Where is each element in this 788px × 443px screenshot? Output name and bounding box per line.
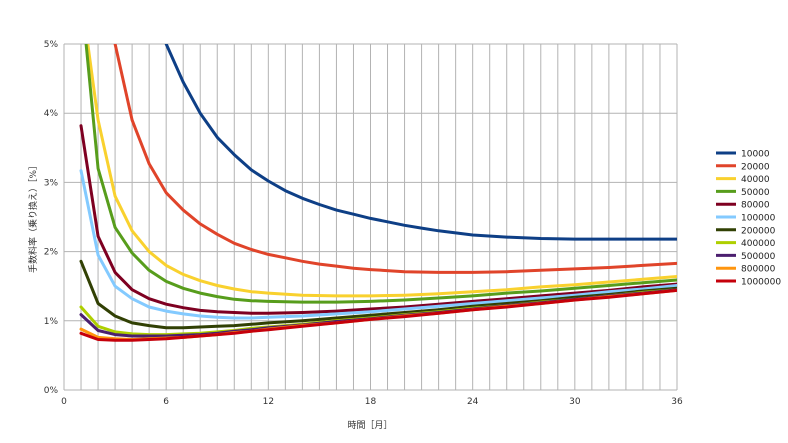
legend-label-400000: 400000 [741, 239, 776, 249]
series-line-40000 [86, 44, 677, 298]
series-line-80000 [79, 124, 677, 315]
x-tick-label: 36 [671, 397, 683, 407]
series-line-50000 [84, 44, 677, 304]
legend-label-10000: 10000 [741, 150, 770, 160]
series-line-20000 [113, 44, 677, 274]
series-lines [79, 44, 677, 342]
y-tick-label: 1% [44, 317, 59, 327]
legend-label-100000: 100000 [741, 214, 776, 224]
y-axis-label: 手数料率（乗り換え）［%］ [27, 161, 39, 273]
x-tick-label: 18 [365, 397, 377, 407]
axes [63, 44, 677, 391]
x-axis-label: 時間［月］ [347, 420, 392, 431]
legend: 10000 20000 40000 50000 80000 100000 200000 400… [716, 150, 781, 288]
y-tick-label: 2% [44, 248, 59, 258]
y-tick-label: 3% [44, 178, 59, 188]
legend-label-50000: 50000 [741, 188, 770, 198]
legend-label-200000: 200000 [741, 226, 776, 236]
legend-label-1000000: 1000000 [741, 278, 781, 288]
y-tick-label: 0% [44, 386, 59, 396]
x-tick-label: 0 [61, 397, 67, 407]
x-tick-label: 30 [569, 397, 581, 407]
x-tick-label: 12 [263, 397, 274, 407]
legend-label-40000: 40000 [741, 175, 770, 185]
series-line-10000 [164, 44, 677, 241]
legend-label-800000: 800000 [741, 265, 776, 275]
tick-labels: 0 6 12 18 24 30 36 0% 1% 2% 3% 4% 5% [44, 40, 683, 407]
x-tick-label: 24 [467, 397, 479, 407]
legend-label-80000: 80000 [741, 201, 770, 211]
y-tick-label: 4% [44, 109, 59, 119]
series-line-1000000 [79, 288, 677, 342]
legend-label-500000: 500000 [741, 252, 776, 262]
x-tick-label: 6 [163, 397, 169, 407]
legend-label-20000: 20000 [741, 162, 770, 172]
series-line-100000 [79, 169, 677, 320]
y-tick-label: 5% [44, 40, 59, 50]
